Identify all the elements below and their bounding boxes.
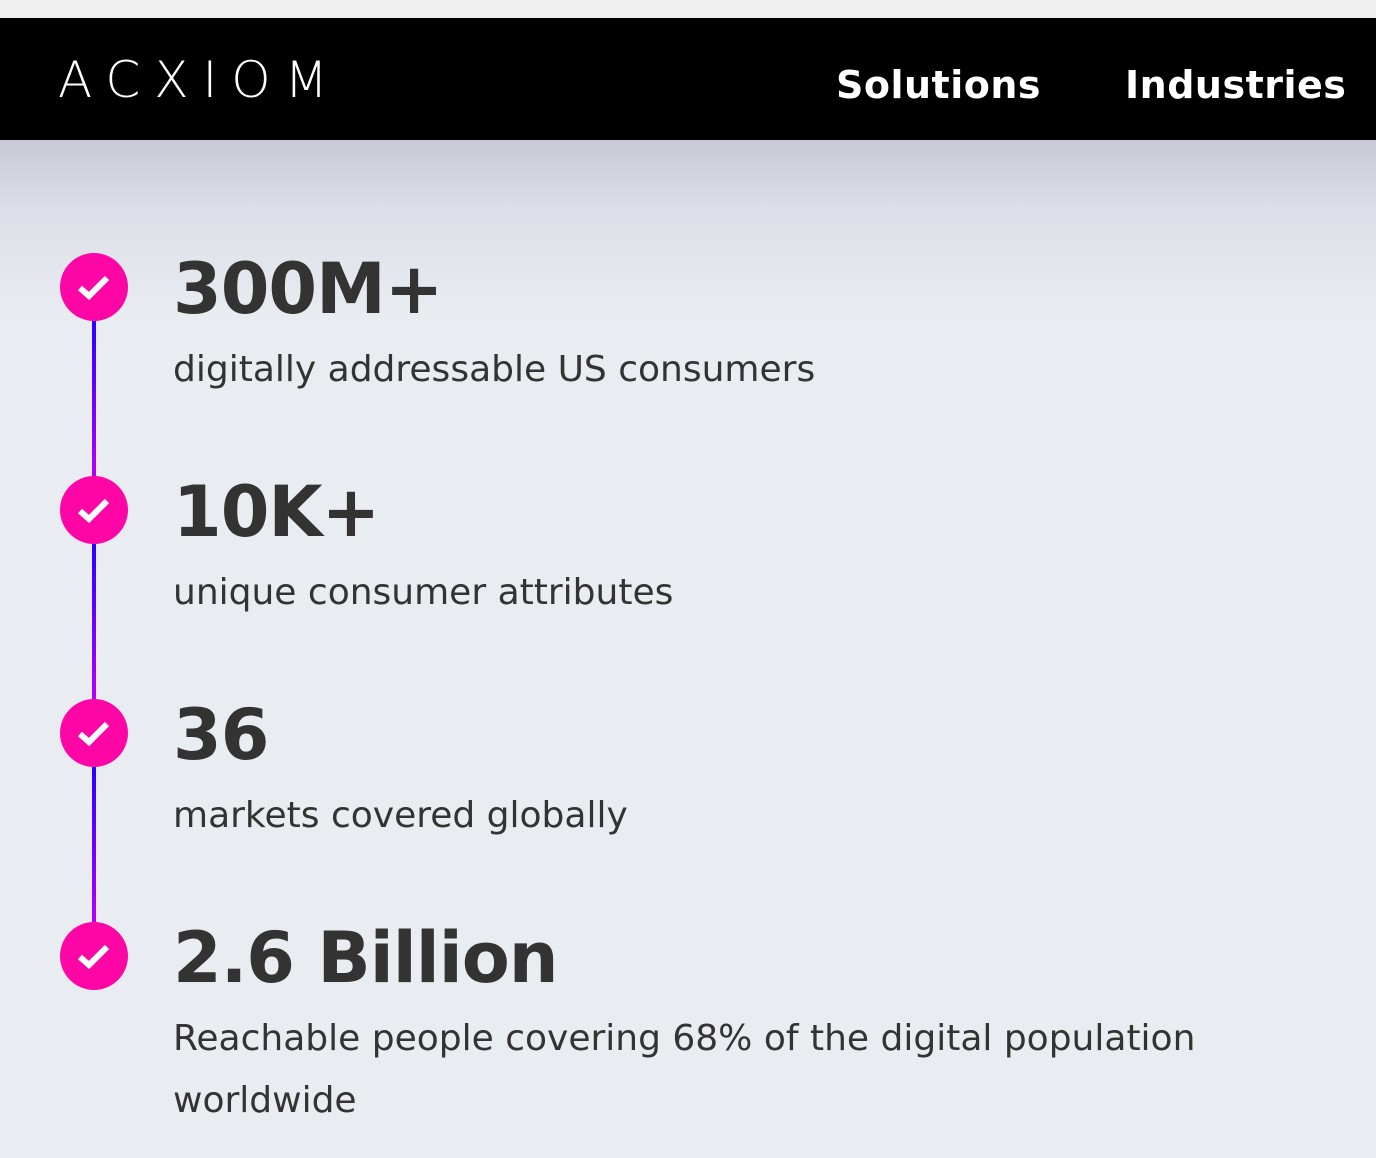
timeline-connector bbox=[92, 321, 96, 476]
stat-value: 300M+ bbox=[173, 248, 443, 330]
stat-label: unique consumer attributes bbox=[173, 572, 674, 613]
nav-solutions[interactable]: Solutions bbox=[836, 63, 1042, 107]
check-circle-icon bbox=[60, 699, 128, 767]
check-circle-icon bbox=[60, 253, 128, 321]
site-header: ACXIOM Solutions Industries bbox=[0, 18, 1376, 140]
stat-value: 2.6 Billion bbox=[173, 917, 559, 999]
stat-value: 10K+ bbox=[173, 471, 380, 553]
stat-value: 36 bbox=[173, 694, 269, 776]
stat-label: digitally addressable US consumers bbox=[173, 349, 816, 390]
timeline-connector bbox=[92, 767, 96, 922]
check-circle-icon bbox=[60, 922, 128, 990]
check-circle-icon bbox=[60, 476, 128, 544]
header-shadow bbox=[0, 140, 1376, 320]
stat-label: markets covered globally bbox=[173, 795, 628, 836]
acxiom-logo[interactable]: ACXIOM bbox=[58, 51, 342, 109]
stat-label: Reachable people covering 68% of the dig… bbox=[173, 1018, 1196, 1121]
browser-top-strip bbox=[0, 0, 1376, 18]
timeline-connector bbox=[92, 544, 96, 699]
nav-industries[interactable]: Industries bbox=[1125, 63, 1347, 107]
